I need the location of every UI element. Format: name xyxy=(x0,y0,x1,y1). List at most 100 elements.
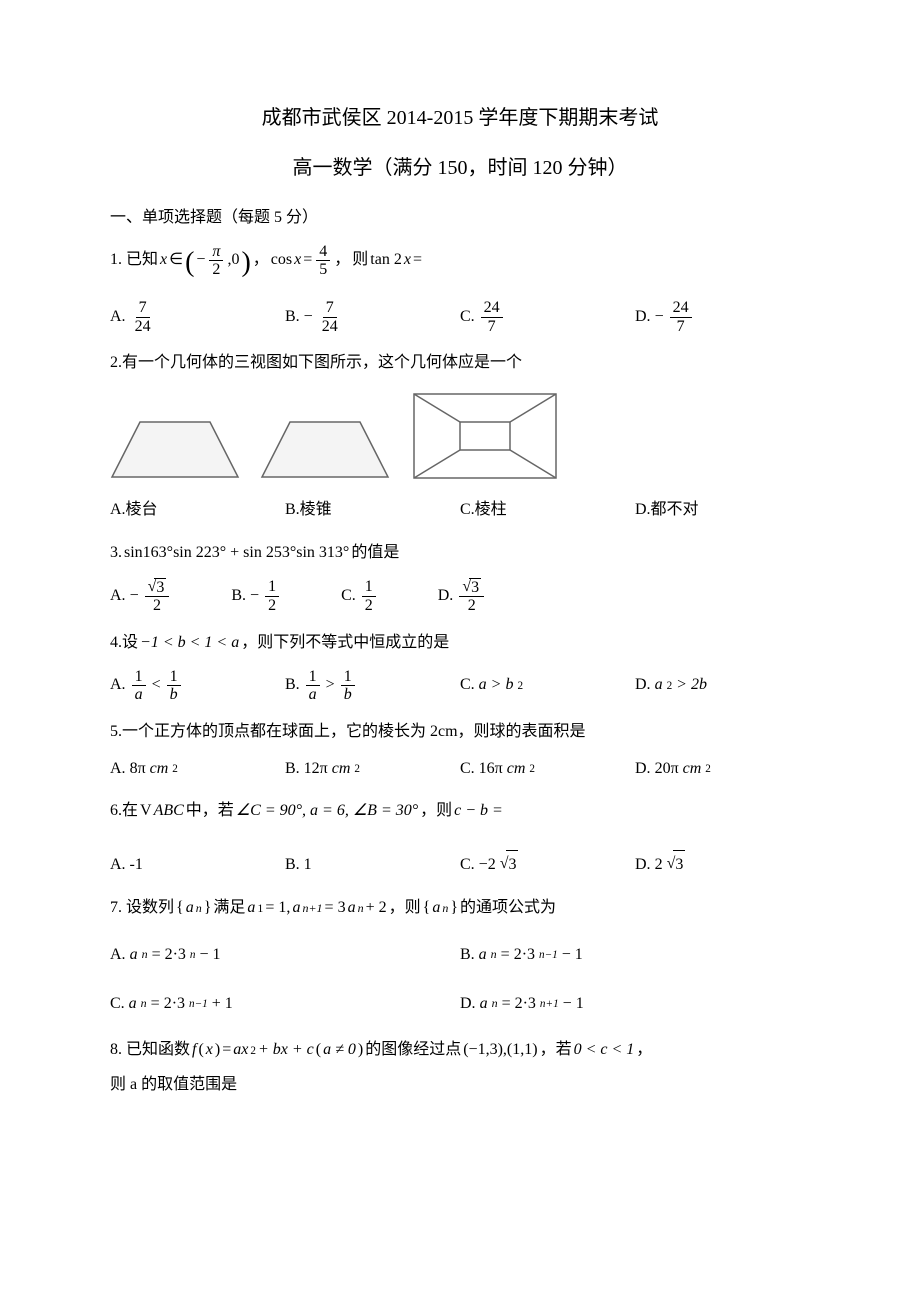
q1-d-num: 24 xyxy=(670,299,692,318)
q3-suffix: 的值是 xyxy=(351,539,399,568)
q1-c-den: 7 xyxy=(485,318,499,336)
trapezoid-shaded-2 xyxy=(260,412,390,482)
q1-neg: − xyxy=(196,246,205,275)
q5-d-sup: 2 xyxy=(705,759,711,779)
q7-mid1: 满足 xyxy=(213,894,245,923)
q1-four: 4 xyxy=(316,243,330,262)
q6-option-a: A. -1 xyxy=(110,851,285,880)
q7-a-exp: n xyxy=(190,945,196,965)
q7-comma: ，则 xyxy=(389,894,421,923)
q5-a-pre: A. xyxy=(110,755,126,784)
q4-b-d1: a xyxy=(306,686,320,704)
q1-five: 5 xyxy=(316,261,330,279)
q7-n3: n xyxy=(442,898,448,920)
q3-d-den: 2 xyxy=(465,597,479,615)
q1-eq: = xyxy=(303,246,312,275)
q1-x2: x xyxy=(294,246,301,275)
q8-f: f xyxy=(192,1036,196,1065)
q4-suffix: ，则下列不等式中恒成立的是 xyxy=(241,629,449,658)
q3-b-num: 1 xyxy=(265,578,279,597)
q1-b-den: 24 xyxy=(319,318,341,336)
q8-rp2: ) xyxy=(358,1036,363,1065)
q1-c-num: 24 xyxy=(481,299,503,318)
q8-lp: ( xyxy=(198,1036,203,1065)
q7-sub1: 1 xyxy=(257,898,263,920)
q2-option-a: A.棱台 xyxy=(110,496,285,525)
question-8: 8. 已知函数 f (x) = ax2 + bx + c (a ≠ 0) 的图像… xyxy=(110,1036,810,1100)
q5-option-c: C. 16πcm2 xyxy=(460,755,635,784)
q6-d-sqrt: 3 xyxy=(673,850,685,880)
q7-lb2: { xyxy=(423,894,431,923)
q4-a-n1: 1 xyxy=(132,668,146,687)
q4-option-c: C. a > b2 xyxy=(460,671,635,700)
q5-a-sup: 2 xyxy=(172,759,178,779)
section-1-header: 一、单项选择题（每题 5 分） xyxy=(110,204,810,233)
q7-np1: n+1 xyxy=(302,898,322,920)
q8-x: x xyxy=(206,1036,213,1065)
q4-c-label: C. xyxy=(460,671,475,700)
q5-b-unit: cm xyxy=(332,755,351,784)
q1-eq2: = xyxy=(413,246,422,275)
q6-c-sqrt: 3 xyxy=(506,850,518,880)
q6-d-pre: D. xyxy=(635,851,651,880)
q4-b-d2: b xyxy=(341,686,355,704)
q1-b-label: B. xyxy=(285,303,300,332)
question-2: 2.有一个几何体的三视图如下图所示，这个几何体应是一个 A.棱台 B.棱锥 C.… xyxy=(110,349,810,525)
q8-bx: + bx + c xyxy=(258,1036,314,1065)
q5-b-val: 12π xyxy=(304,755,328,784)
q7-option-a: A. an = 2·3n − 1 xyxy=(110,941,460,970)
q3-a-neg: − xyxy=(130,582,139,611)
q7-c-eq: = 2·3 xyxy=(151,990,185,1019)
q2-option-b: B.棱锥 xyxy=(285,496,460,525)
q6-d-two: 2 xyxy=(655,851,663,880)
q7-n1: n xyxy=(196,898,202,920)
q3-a-label: A. xyxy=(110,582,126,611)
q1-two: 2 xyxy=(209,261,223,279)
q7-n2: n xyxy=(358,898,364,920)
q3-b-den: 2 xyxy=(265,597,279,615)
q7-c-exp: n−1 xyxy=(189,994,208,1014)
q1-a-label: A. xyxy=(110,303,126,332)
q3-option-a: A. − √3 2 xyxy=(110,578,171,615)
q4-b-n1: 1 xyxy=(306,668,320,687)
q7-d-m1: − 1 xyxy=(563,990,584,1019)
question-5: 5.一个正方体的顶点都在球面上，它的棱长为 2cm，则球的表面积是 A. 8πc… xyxy=(110,718,810,784)
q5-d-pre: D. xyxy=(635,755,651,784)
q3-c-den: 2 xyxy=(362,597,376,615)
q8-sup2: 2 xyxy=(250,1041,256,1061)
q3-c-label: C. xyxy=(341,582,356,611)
q3-option-d: D. √3 2 xyxy=(438,578,486,615)
q6-tri: V xyxy=(140,797,152,826)
q6-c-pre: C. xyxy=(460,851,475,880)
q3-d-label: D. xyxy=(438,582,454,611)
q7-eq2: = 3 xyxy=(325,894,346,923)
q1-option-d: D. − 24 7 xyxy=(635,299,810,335)
q7-prefix: 7. 设数列 xyxy=(110,894,174,923)
q5-c-unit: cm xyxy=(507,755,526,784)
q7-option-c: C. an = 2·3n−1 + 1 xyxy=(110,990,460,1019)
q4-d-sup: 2 xyxy=(667,676,673,696)
q4-d-label: D. xyxy=(635,671,651,700)
question-7: 7. 设数列 {an} 满足 a1 = 1, an+1 = 3an + 2 ，则… xyxy=(110,894,810,1018)
q7-option-d: D. an = 2·3n+1 − 1 xyxy=(460,990,810,1019)
q1-x3: x xyxy=(404,246,411,275)
q1-option-c: C. 24 7 xyxy=(460,299,635,335)
q1-comma2: ， xyxy=(334,246,350,275)
q4-c-expr: a > b xyxy=(479,671,514,700)
q6-option-b: B. 1 xyxy=(285,851,460,880)
q8-comma2: ， xyxy=(636,1036,652,1065)
q8-ax2: ax xyxy=(233,1036,248,1065)
q2-text: 2.有一个几何体的三视图如下图所示，这个几何体应是一个 xyxy=(110,349,810,378)
q1-d-den: 7 xyxy=(674,318,688,336)
q3-d-sqrt: 3 xyxy=(469,578,481,597)
q3-prefix: 3. xyxy=(110,539,122,568)
q2-option-c: C.棱柱 xyxy=(460,496,635,525)
q3-a-sqrt: 3 xyxy=(154,578,166,597)
q5-d-val: 20π xyxy=(655,755,679,784)
q5-b-sup: 2 xyxy=(354,759,360,779)
q7-c-n: n xyxy=(141,993,147,1015)
q6-option-c: C. −2√3 xyxy=(460,850,635,880)
q8-cond: 0 < c < 1 xyxy=(574,1036,635,1065)
q7-an3: a xyxy=(432,894,440,923)
q8-mid: 的图像经过点 xyxy=(365,1036,461,1065)
